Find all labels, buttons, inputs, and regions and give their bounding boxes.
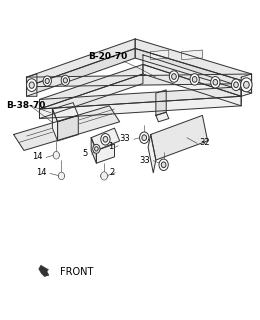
Polygon shape <box>148 134 156 173</box>
Polygon shape <box>40 96 241 119</box>
Polygon shape <box>91 128 120 150</box>
Polygon shape <box>143 64 241 106</box>
Circle shape <box>169 71 179 82</box>
Polygon shape <box>27 74 37 96</box>
Circle shape <box>58 172 64 180</box>
Text: 33: 33 <box>139 156 150 164</box>
Ellipse shape <box>58 174 65 178</box>
Polygon shape <box>156 90 166 116</box>
Text: B-20-70: B-20-70 <box>89 52 128 61</box>
Circle shape <box>61 75 69 85</box>
Text: 33: 33 <box>119 134 130 143</box>
Circle shape <box>161 162 166 168</box>
Text: 14: 14 <box>36 168 47 177</box>
Circle shape <box>231 79 241 91</box>
Ellipse shape <box>53 153 60 157</box>
Text: B-38-70: B-38-70 <box>6 101 45 110</box>
Polygon shape <box>143 55 241 96</box>
Circle shape <box>103 136 108 142</box>
Text: 32: 32 <box>199 138 210 147</box>
Polygon shape <box>27 74 251 87</box>
Polygon shape <box>241 74 251 96</box>
Polygon shape <box>156 112 169 122</box>
Polygon shape <box>135 39 251 84</box>
Circle shape <box>159 159 168 171</box>
Circle shape <box>27 79 37 92</box>
Circle shape <box>45 78 49 84</box>
Circle shape <box>140 132 149 143</box>
Circle shape <box>213 79 218 85</box>
Text: 5: 5 <box>83 149 88 158</box>
Circle shape <box>190 74 199 85</box>
Polygon shape <box>40 74 143 119</box>
Circle shape <box>211 76 220 88</box>
Circle shape <box>53 151 59 159</box>
Circle shape <box>192 76 197 82</box>
Text: FRONT: FRONT <box>60 267 94 277</box>
Circle shape <box>95 147 98 151</box>
Polygon shape <box>27 39 135 87</box>
Circle shape <box>241 78 252 92</box>
Text: 14: 14 <box>32 152 43 161</box>
Polygon shape <box>151 116 207 160</box>
Polygon shape <box>151 50 169 60</box>
Polygon shape <box>91 138 96 163</box>
Circle shape <box>93 144 100 153</box>
Polygon shape <box>40 87 241 109</box>
Circle shape <box>244 81 249 88</box>
Polygon shape <box>96 144 114 163</box>
Circle shape <box>142 135 147 140</box>
Polygon shape <box>182 50 203 60</box>
Text: 2: 2 <box>109 168 114 177</box>
Polygon shape <box>135 49 251 93</box>
Circle shape <box>234 82 238 88</box>
Polygon shape <box>57 116 78 141</box>
Polygon shape <box>53 103 78 122</box>
Polygon shape <box>40 64 143 109</box>
Circle shape <box>101 133 110 145</box>
Circle shape <box>101 172 107 180</box>
Polygon shape <box>27 49 135 96</box>
Polygon shape <box>39 265 49 276</box>
Ellipse shape <box>100 174 108 178</box>
Polygon shape <box>14 106 120 150</box>
Circle shape <box>172 74 176 79</box>
Circle shape <box>63 78 67 83</box>
Text: 1: 1 <box>108 142 113 151</box>
Circle shape <box>29 82 34 88</box>
Circle shape <box>43 76 51 86</box>
Polygon shape <box>53 109 57 141</box>
